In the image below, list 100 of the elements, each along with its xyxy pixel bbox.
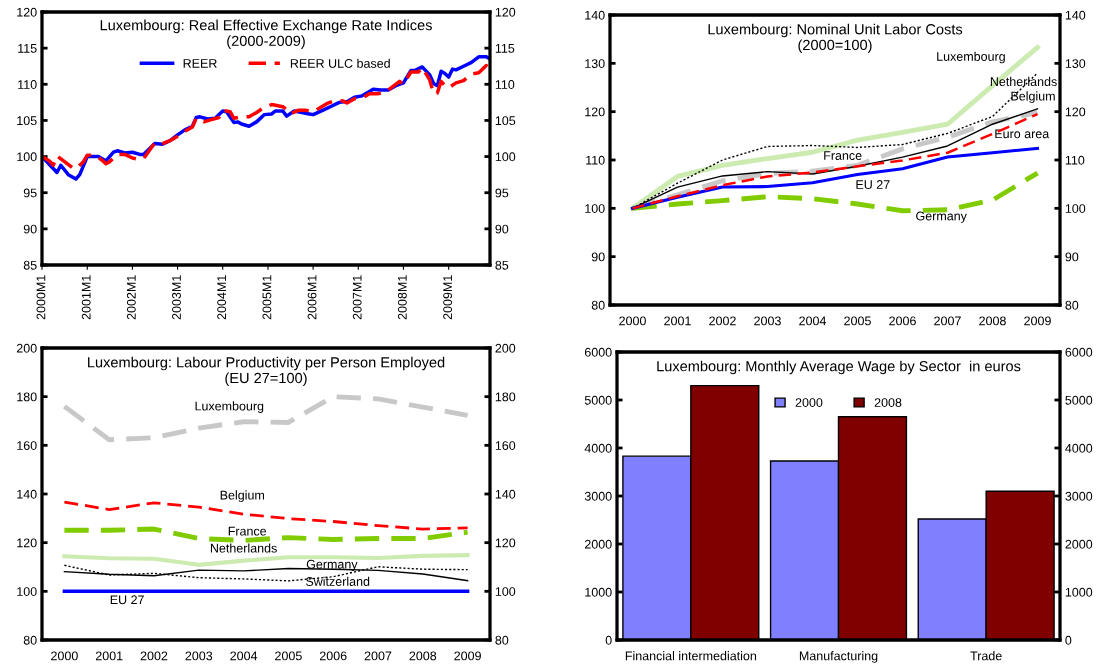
y-tick-label: 120 bbox=[585, 107, 605, 117]
y-tick-label: 80 bbox=[23, 635, 37, 645]
series-label: Luxembourg bbox=[195, 401, 264, 413]
y-tick-label: 100 bbox=[17, 152, 37, 162]
x-tick-label: 2001 bbox=[95, 651, 123, 661]
legend-label: 2000 bbox=[795, 398, 823, 407]
y2-tick-label: 1000 bbox=[1065, 587, 1093, 597]
y-tick-label: 100 bbox=[17, 587, 37, 596]
y-tick-label: 1000 bbox=[585, 587, 612, 597]
y-tick-label: 90 bbox=[591, 252, 605, 262]
x-tick-label: 2001M1 bbox=[81, 275, 91, 320]
x-tick-label: 2009 bbox=[454, 651, 481, 661]
line-series bbox=[61, 526, 471, 543]
x-tick-label: 2005M1 bbox=[262, 275, 272, 320]
x-tick-label: 2004M1 bbox=[217, 275, 227, 320]
x-tick-label: Trade bbox=[970, 651, 1002, 661]
y-tick-label: 95 bbox=[23, 188, 37, 198]
series-label: EU 27 bbox=[110, 595, 144, 605]
y2-tick-label: 95 bbox=[495, 188, 509, 198]
y2-tick-label: 6000 bbox=[1065, 347, 1093, 357]
x-tick-label: 2006M1 bbox=[307, 275, 317, 320]
x-tick-label: 2004 bbox=[230, 651, 258, 661]
text: Luxembourg: Nominal Unit Labor Costs bbox=[708, 23, 963, 38]
y2-tick-label: 90 bbox=[495, 224, 509, 234]
y-tick-label: 180 bbox=[17, 392, 37, 402]
y-tick-label: 4000 bbox=[584, 443, 612, 453]
x-tick-label: 2000 bbox=[51, 651, 78, 661]
x-tick-label: 2002 bbox=[140, 651, 168, 661]
y2-tick-label: 110 bbox=[1065, 155, 1085, 165]
legend-label: REER ULC based bbox=[290, 58, 390, 68]
series-label: France bbox=[824, 151, 862, 160]
legend-label: REER bbox=[183, 59, 217, 68]
y2-tick-label: 80 bbox=[1065, 300, 1079, 310]
x-tick-label: Financial intermediation bbox=[625, 651, 757, 661]
y2-tick-label: 100 bbox=[1065, 204, 1086, 213]
x-tick-label: 2002M1 bbox=[126, 275, 136, 320]
series-label: Germany bbox=[916, 211, 967, 223]
x-tick-label: 2003M1 bbox=[172, 275, 181, 320]
x-tick-label: 2000 bbox=[619, 316, 646, 326]
x-tick-label: 2009M1 bbox=[443, 275, 453, 320]
y-tick-label: 140 bbox=[585, 10, 605, 20]
x-tick-label: 2000M1 bbox=[36, 275, 46, 320]
y2-tick-label: 140 bbox=[495, 489, 516, 499]
y2-tick-label: 90 bbox=[1065, 252, 1079, 262]
y2-tick-label: 115 bbox=[495, 44, 515, 53]
series-label: Netherlands bbox=[990, 76, 1057, 87]
y-tick-label: 3000 bbox=[584, 491, 612, 501]
text: Luxembourg: Labour Productivity per Person Employed bbox=[88, 356, 445, 371]
y2-tick-label: 3000 bbox=[1065, 491, 1093, 501]
y-tick-label: 130 bbox=[585, 59, 605, 68]
x-tick-label: 2009 bbox=[1024, 316, 1051, 326]
y-tick-label: 140 bbox=[17, 489, 37, 499]
y2-tick-label: 140 bbox=[1065, 10, 1086, 20]
y-tick-label: 110 bbox=[18, 80, 37, 89]
x-tick-label: 2002 bbox=[709, 316, 736, 326]
legend-label: 2008 bbox=[874, 398, 902, 407]
x-tick-label: 2003 bbox=[754, 316, 781, 326]
y-tick-label: 0 bbox=[605, 635, 612, 645]
x-tick-label: 2008M1 bbox=[397, 275, 407, 320]
y-tick-label: 200 bbox=[16, 343, 37, 353]
x-tick-label: 2003 bbox=[185, 651, 213, 661]
x-tick-label: Manufacturing bbox=[799, 651, 878, 663]
x-tick-label: 2004 bbox=[799, 316, 827, 326]
x-tick-label: 2005 bbox=[844, 316, 871, 326]
y2-tick-label: 110 bbox=[495, 80, 515, 89]
x-tick-label: 2006 bbox=[319, 651, 347, 661]
series-label: Euro area bbox=[995, 129, 1050, 139]
y-tick-label: 105 bbox=[17, 116, 37, 126]
x-tick-label: 2007M1 bbox=[352, 275, 362, 320]
y-tick-label: 5000 bbox=[584, 395, 612, 405]
y2-tick-label: 120 bbox=[1065, 107, 1086, 117]
y2-tick-label: 120 bbox=[495, 538, 516, 548]
series-label: France bbox=[228, 526, 267, 536]
line-series bbox=[61, 394, 471, 443]
series-label: Netherlands bbox=[210, 543, 277, 553]
x-tick-label: 2008 bbox=[979, 316, 1006, 326]
chart-title: Luxembourg: Real Effective Exchange Rate Indices bbox=[100, 19, 432, 34]
x-tick-label: 2001 bbox=[664, 316, 691, 326]
y2-tick-label: 130 bbox=[1065, 59, 1086, 68]
x-tick-label: 2007 bbox=[364, 651, 392, 661]
y2-tick-label: 80 bbox=[495, 635, 509, 645]
text: (EU 27=100) bbox=[225, 372, 307, 387]
x-tick-label: 2007 bbox=[934, 316, 961, 326]
y2-tick-label: 2000 bbox=[1065, 539, 1093, 549]
y2-tick-label: 4000 bbox=[1065, 443, 1093, 453]
text: (2000=100) bbox=[798, 39, 872, 53]
y2-tick-label: 0 bbox=[1065, 635, 1072, 645]
y-tick-label: 115 bbox=[18, 44, 37, 53]
text: (2000-2009) bbox=[227, 35, 305, 49]
y-tick-label: 80 bbox=[591, 300, 605, 310]
y-tick-label: 2000 bbox=[584, 539, 612, 549]
y2-tick-label: 5000 bbox=[1065, 395, 1093, 405]
x-tick-label: 2008 bbox=[409, 651, 437, 661]
y2-tick-label: 105 bbox=[495, 116, 516, 126]
y2-tick-label: 85 bbox=[495, 260, 509, 270]
y-tick-label: 110 bbox=[586, 155, 605, 165]
series-label: Belgium bbox=[1011, 91, 1055, 103]
y2-tick-label: 200 bbox=[495, 343, 516, 353]
y-tick-label: 90 bbox=[23, 224, 37, 234]
series-label: Switzerland bbox=[305, 576, 370, 586]
